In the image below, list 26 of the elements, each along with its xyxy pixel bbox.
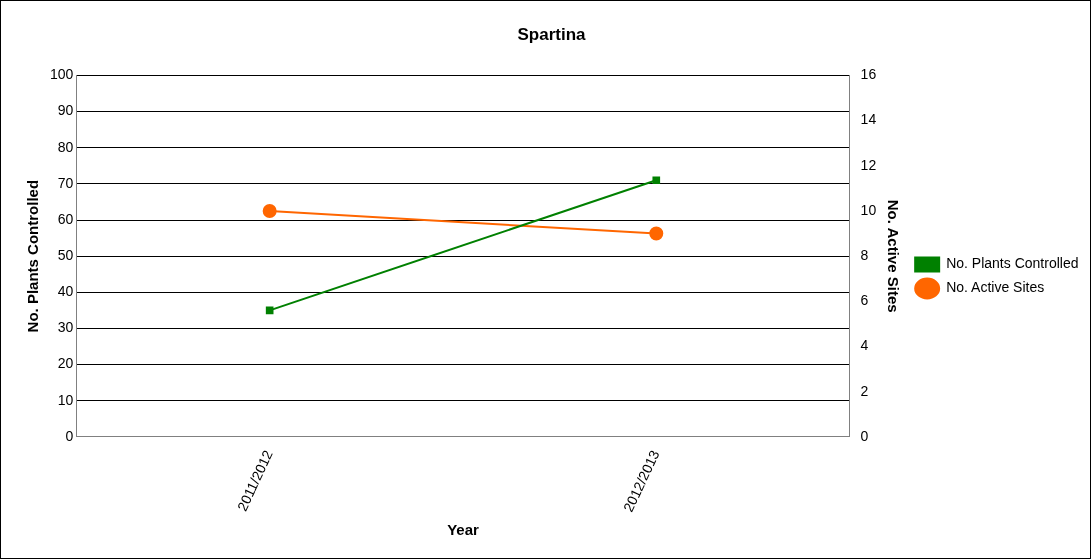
y-tick-label: 20 — [57, 355, 74, 372]
y2-tick-label: 14 — [860, 111, 877, 128]
y-tick-label: 70 — [57, 174, 74, 191]
y-tick-label: 10 — [57, 391, 74, 408]
y-axis-title: No. Plants Controlled — [24, 179, 42, 333]
y2-tick-label: 12 — [860, 156, 877, 173]
chart-title: Spartina — [517, 24, 587, 44]
y-tick-label: 80 — [57, 138, 74, 155]
x-axis-title: Year — [447, 521, 479, 539]
y-tick-label: 60 — [57, 210, 74, 227]
y2-tick-label: 6 — [860, 292, 869, 309]
legend-label: No. Active Sites — [946, 279, 1045, 296]
legend-label: No. Plants Controlled — [946, 255, 1079, 272]
y2-tick-label: 2 — [860, 382, 869, 399]
y-tick-label: 100 — [50, 66, 74, 83]
y2-axis-title: No. Active Sites — [885, 199, 903, 313]
y2-tick-label: 4 — [860, 337, 869, 354]
y-tick-label: 90 — [57, 102, 74, 119]
y-tick-label: 40 — [57, 283, 74, 300]
y2-tick-label: 16 — [860, 66, 877, 83]
y-tick-label: 50 — [57, 247, 74, 264]
y-tick-label: 0 — [65, 427, 74, 444]
y-tick-label: 30 — [57, 319, 74, 336]
y2-tick-label: 10 — [860, 201, 877, 218]
y2-tick-label: 8 — [860, 247, 869, 264]
y2-tick-label: 0 — [860, 427, 869, 444]
